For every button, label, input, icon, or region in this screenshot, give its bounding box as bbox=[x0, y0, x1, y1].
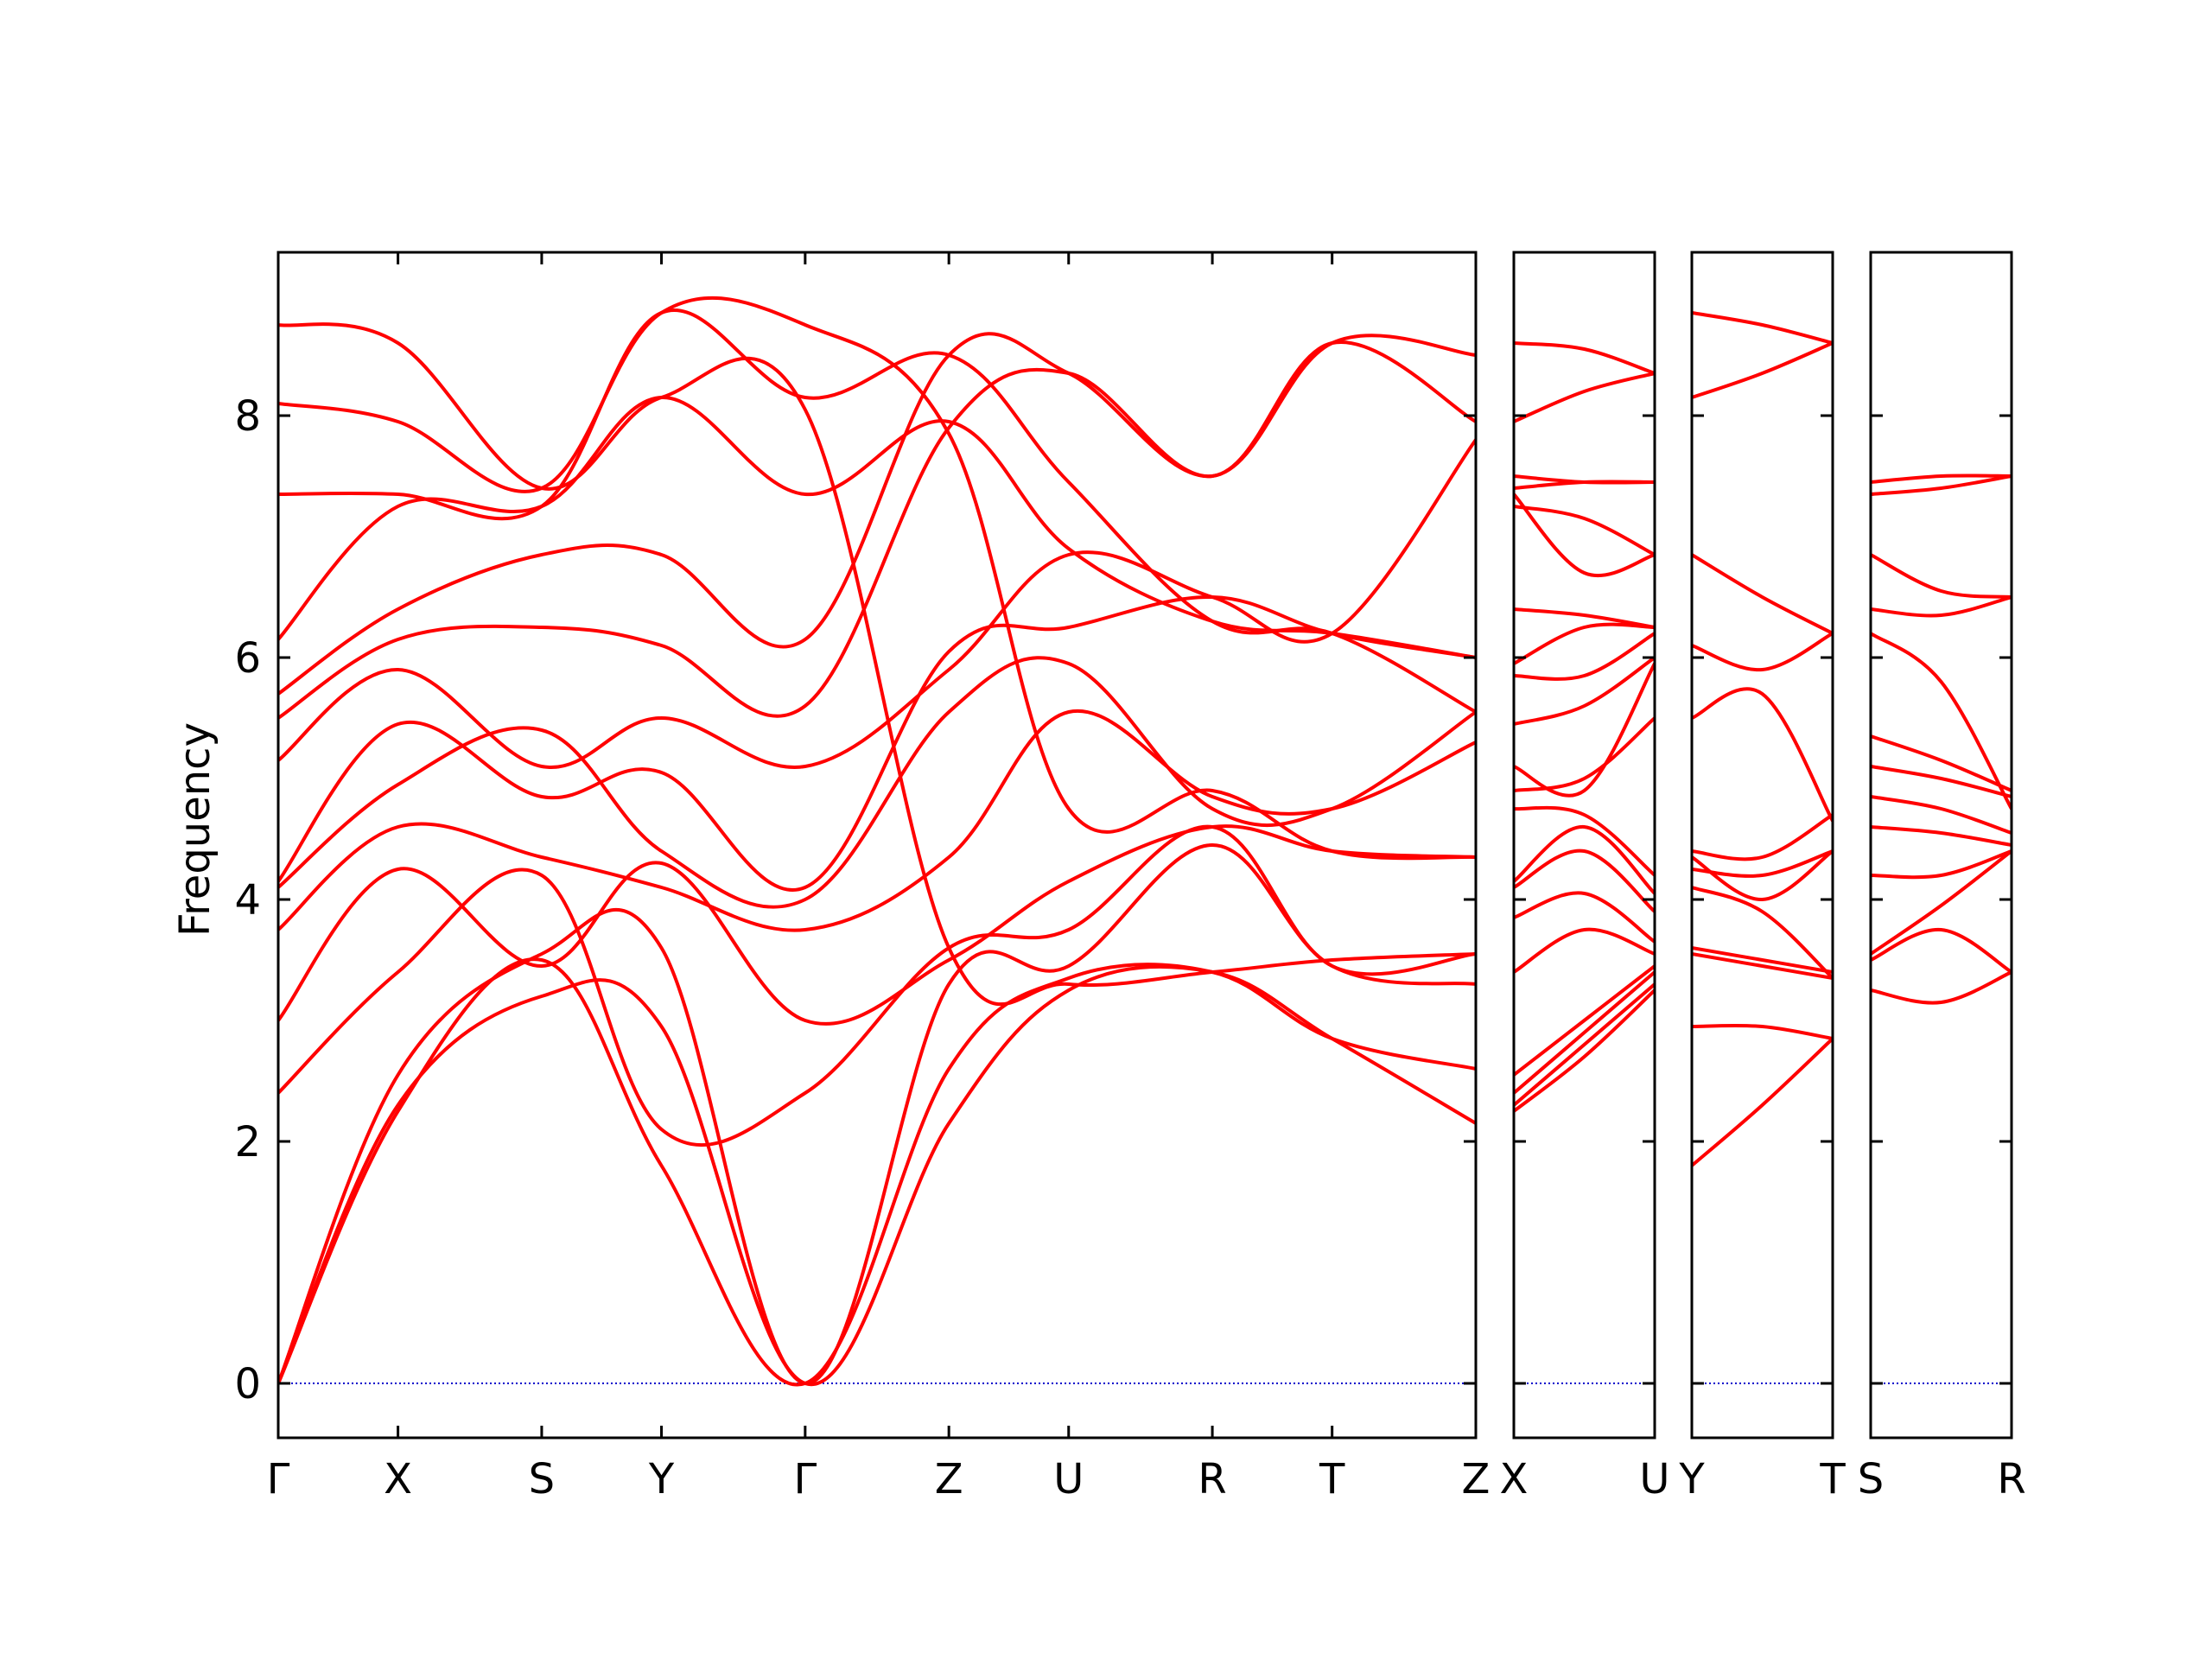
x-tick-label: X bbox=[1500, 1455, 1529, 1503]
band-line bbox=[278, 438, 1476, 770]
band-line bbox=[1514, 805, 1655, 877]
band-line bbox=[1514, 988, 1655, 1113]
band-line bbox=[278, 843, 1476, 1386]
band-line bbox=[1514, 662, 1655, 798]
band-line bbox=[1514, 970, 1655, 1095]
band-line bbox=[278, 964, 1476, 1387]
band-line bbox=[1692, 687, 1833, 823]
band-line bbox=[1871, 553, 2012, 599]
band-line bbox=[278, 308, 1476, 714]
band-line bbox=[278, 594, 1476, 892]
panel-frame bbox=[276, 251, 1478, 1440]
band-line bbox=[1514, 849, 1655, 913]
x-tick-label: R bbox=[1997, 1455, 2025, 1503]
band-line bbox=[1871, 849, 2012, 880]
band-line bbox=[1871, 595, 2012, 618]
band-line bbox=[1692, 813, 1833, 861]
bands-group bbox=[1692, 311, 1833, 1167]
x-tick-label: Y bbox=[648, 1455, 675, 1503]
x-tick-label: R bbox=[1198, 1455, 1226, 1503]
band-line bbox=[1514, 656, 1655, 726]
band-line bbox=[1871, 474, 2012, 496]
x-tick-label: Z bbox=[935, 1455, 963, 1503]
band-line bbox=[1514, 372, 1655, 423]
band-line bbox=[1692, 886, 1833, 980]
bands-group bbox=[1514, 341, 1655, 1113]
y-tick-label: 0 bbox=[234, 1360, 261, 1408]
panel-frame bbox=[1690, 251, 1834, 1440]
band-line bbox=[1514, 824, 1655, 895]
x-tick-label: X bbox=[384, 1455, 412, 1503]
band-line bbox=[1871, 927, 2012, 974]
band-line bbox=[278, 340, 1476, 720]
x-tick-label: S bbox=[1858, 1455, 1884, 1503]
band-line bbox=[1692, 952, 1833, 980]
band-line bbox=[1871, 734, 2012, 792]
x-tick-label: U bbox=[1053, 1455, 1084, 1503]
y-tick-label: 4 bbox=[234, 876, 261, 925]
band-line bbox=[278, 957, 1476, 1387]
band-line bbox=[1871, 825, 2012, 847]
x-tick-label: Γ bbox=[267, 1455, 290, 1503]
band-line bbox=[278, 296, 1476, 861]
band-line bbox=[1871, 474, 2012, 484]
band-line bbox=[278, 824, 1476, 1147]
band-line bbox=[1514, 964, 1655, 1077]
band-line bbox=[1692, 311, 1833, 345]
band-line bbox=[1514, 632, 1655, 681]
band-line bbox=[1692, 632, 1833, 672]
band-line bbox=[278, 332, 1476, 696]
y-tick-label: 8 bbox=[234, 392, 261, 441]
x-tick-label: T bbox=[1319, 1455, 1345, 1503]
band-line bbox=[278, 656, 1476, 909]
band-line bbox=[1514, 622, 1655, 665]
band-line bbox=[1692, 341, 1833, 399]
x-tick-label: U bbox=[1639, 1455, 1669, 1503]
band-line bbox=[1871, 970, 2012, 1005]
band-line bbox=[1692, 946, 1833, 974]
bands-group bbox=[1871, 474, 2012, 1005]
band-line bbox=[1692, 1037, 1833, 1167]
band-line bbox=[278, 322, 1476, 1007]
band-line bbox=[1514, 341, 1655, 375]
panel-1: Γ X S Y Γ Z U R T Z 0 2 4 6 8 bbox=[234, 251, 1491, 1503]
band-line bbox=[1871, 795, 2012, 835]
y-tick-label: 2 bbox=[234, 1118, 261, 1166]
x-tick-label: Γ bbox=[793, 1455, 817, 1503]
bands-group bbox=[278, 296, 1476, 1387]
band-line bbox=[1692, 849, 1833, 902]
panel-frame bbox=[1512, 251, 1656, 1440]
band-line bbox=[1514, 493, 1655, 578]
panel-frame bbox=[1869, 251, 2013, 1440]
band-line bbox=[1871, 765, 2012, 798]
band-line bbox=[1514, 505, 1655, 556]
band-line bbox=[1514, 474, 1655, 485]
x-tick-label: S bbox=[529, 1455, 555, 1503]
y-tick-label: 6 bbox=[234, 634, 261, 683]
band-line bbox=[1514, 716, 1655, 792]
band-line bbox=[278, 395, 1476, 659]
band-line bbox=[278, 824, 1476, 1027]
band-line bbox=[1692, 553, 1833, 635]
band-line bbox=[1871, 849, 2012, 956]
band-line bbox=[1514, 891, 1655, 944]
x-tick-label: Z bbox=[1462, 1455, 1491, 1503]
x-tick-label: Y bbox=[1678, 1455, 1705, 1503]
y-axis-label: Frequency bbox=[171, 722, 219, 937]
band-line bbox=[1692, 1023, 1833, 1040]
band-line bbox=[1514, 927, 1655, 974]
band-line bbox=[278, 709, 1476, 932]
band-line bbox=[1871, 632, 2012, 810]
band-line bbox=[1514, 607, 1655, 629]
x-tick-label: T bbox=[1819, 1455, 1846, 1503]
band-line bbox=[1514, 982, 1655, 1107]
